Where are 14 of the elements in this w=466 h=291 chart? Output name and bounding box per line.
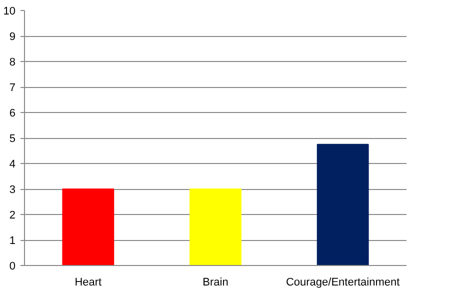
y-tick-label: 9 [9,31,16,43]
y-tick-label: 2 [9,210,16,222]
x-tick-label: Heart [74,276,102,288]
y-tick-label: 5 [9,133,16,145]
y-tick-label: 3 [9,184,16,196]
y-tick-label: 0 [9,260,16,272]
x-tick-label: Brain [202,276,228,288]
y-tick-label: 1 [9,235,16,247]
y-tick-label: 8 [9,56,16,68]
y-tick-label: 10 [3,6,16,18]
y-tick-label: 7 [9,82,16,94]
x-tick-label: Courage/Entertainment [286,276,400,288]
y-tick-label: 4 [9,158,16,170]
y-tick-label: 6 [9,108,16,120]
